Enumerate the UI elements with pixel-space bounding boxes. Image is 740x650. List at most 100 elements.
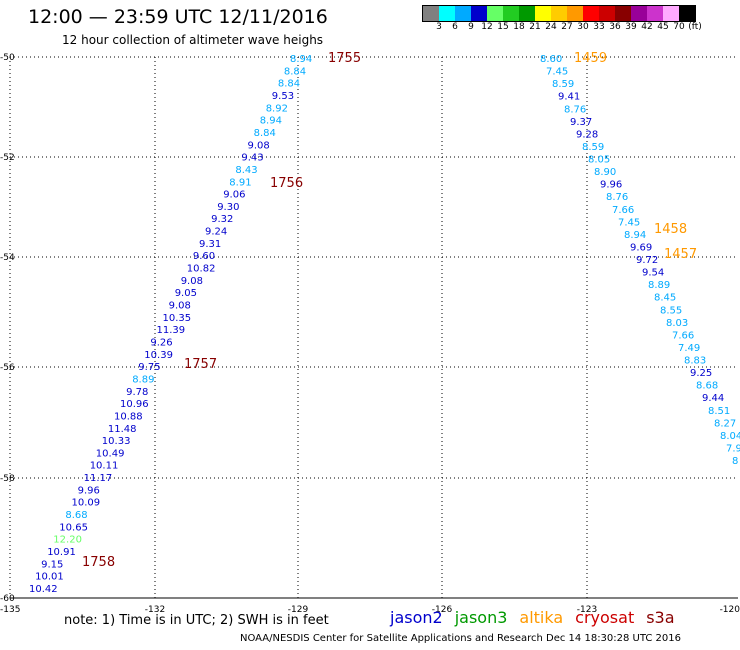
swh-value: 8.76 (564, 104, 586, 115)
swh-value: 9.28 (576, 129, 598, 140)
swh-value: 8.03 (666, 318, 688, 329)
track-times: 1755 1756 1757 1758 1459 1458 1457 (82, 51, 697, 570)
satellite-legend: jason2 jason3 altika cryosat s3a (390, 608, 675, 627)
legend-swatch (551, 6, 567, 21)
swh-value: 8.89 (648, 280, 670, 291)
legend-swatch (535, 6, 551, 21)
legend-swatch (599, 6, 615, 21)
swh-value: 7.66 (612, 205, 634, 216)
swh-value: 8.04 (720, 431, 740, 442)
credit-line: NOAA/NESDIS Center for Satellite Applica… (240, 633, 682, 644)
satellite-name: s3a (646, 608, 675, 627)
units-note: note: 1) Time is in UTC; 2) SWH is in fe… (64, 613, 329, 628)
legend-label: 70 (673, 22, 685, 32)
legend-swatch (631, 6, 647, 21)
legend-label: 6 (452, 22, 458, 32)
color-scale-legend (422, 5, 696, 22)
legend-swatch (583, 6, 599, 21)
swh-value: 10.39 (144, 350, 173, 361)
legend-label: 36 (609, 22, 621, 32)
satellite-name: cryosat (575, 608, 635, 627)
page-subtitle: 12 hour collection of altimeter wave hei… (62, 33, 324, 47)
time-stamp: 1756 (270, 176, 303, 191)
legend-label: 15 (497, 22, 509, 32)
legend-label: 18 (513, 22, 525, 32)
swh-value: 8.45 (654, 293, 676, 304)
swh-value: 9.31 (199, 239, 221, 250)
swh-value: 8.59 (582, 142, 604, 153)
swh-value: 10.91 (47, 547, 76, 558)
swh-value: 8.76 (606, 192, 628, 203)
swh-value: 9.54 (642, 268, 664, 279)
map-frame (9, 56, 738, 599)
swh-value: 12.20 (53, 535, 82, 546)
latitude-label: -58 (0, 474, 15, 484)
swh-value: 9.26 (150, 338, 172, 349)
map-grid (10, 57, 738, 598)
legend-swatch (567, 6, 583, 21)
swh-value: 9.05 (175, 288, 197, 299)
legend-label: 42 (641, 22, 653, 32)
swh-value: 9.60 (193, 251, 215, 262)
swh-value: 8.90 (594, 167, 616, 178)
track-values: 8.948.848.849.538.928.948.849.089.438.43… (29, 54, 740, 595)
swh-value: 8.59 (552, 79, 574, 90)
latitude-label: -52 (0, 153, 15, 163)
swh-value: 8.55 (660, 305, 682, 316)
legend-swatch (455, 6, 471, 21)
legend-label: (ft) (688, 22, 702, 32)
legend-label: 21 (529, 22, 541, 32)
swh-value: 8.94 (260, 116, 282, 127)
swh-value: 7.66 (672, 330, 694, 341)
legend-swatch (663, 6, 679, 21)
legend-swatch (615, 6, 631, 21)
time-stamp: 1457 (664, 247, 697, 262)
swh-value: 9.72 (636, 255, 658, 266)
swh-value: 8.68 (65, 510, 87, 521)
swh-value: 9.08 (169, 301, 191, 312)
legend-label: 45 (657, 22, 669, 32)
satellite-name: jason3 (454, 608, 508, 627)
swh-value: 9.75 (138, 362, 160, 373)
swh-value: 9.15 (41, 559, 63, 570)
longitude-label: -129 (288, 605, 309, 615)
swh-value: 8.05 (588, 155, 610, 166)
page-title: 12:00 — 23:59 UTC 12/11/2016 (28, 6, 328, 28)
swh-value: 10.09 (72, 498, 101, 509)
time-stamp: 1459 (574, 51, 607, 66)
legend-label: 12 (481, 22, 493, 32)
legend-swatch (423, 6, 439, 21)
swh-value: 8.91 (229, 177, 251, 188)
swh-value: 9.25 (690, 368, 712, 379)
swh-value: 11.17 (84, 473, 113, 484)
swh-value: 9.78 (126, 387, 148, 398)
longitude-label: -135 (0, 605, 20, 615)
swh-value: 8.60 (540, 54, 562, 65)
swh-value: 9.08 (181, 276, 203, 287)
latitude-label: -60 (0, 594, 15, 604)
time-stamp: 1755 (328, 51, 361, 66)
legend-label: 33 (593, 22, 605, 32)
swh-value: 11.48 (108, 424, 137, 435)
swh-value: 9.53 (272, 91, 294, 102)
latitude-label: -54 (0, 253, 15, 263)
swh-value: 10.01 (35, 572, 64, 583)
legend-swatch (487, 6, 503, 21)
time-stamp: 1758 (82, 555, 115, 570)
swh-value: 10.82 (187, 264, 216, 275)
legend-swatch (439, 6, 455, 21)
time-stamp: 1757 (184, 357, 217, 372)
swh-value: 9.30 (217, 202, 239, 213)
swh-value: 8.84 (278, 79, 300, 90)
swh-value: 7.9 (726, 443, 740, 454)
swh-value: 9.08 (248, 140, 270, 151)
legend-label: 9 (468, 22, 474, 32)
swh-value: 10.88 (114, 411, 143, 422)
swh-value: 7.45 (546, 67, 568, 78)
longitude-label: -123 (577, 605, 597, 615)
swh-value: 8.27 (714, 418, 736, 429)
legend-swatch (679, 6, 695, 21)
swh-value: 8.94 (624, 230, 646, 241)
swh-value: 8.43 (235, 165, 257, 176)
